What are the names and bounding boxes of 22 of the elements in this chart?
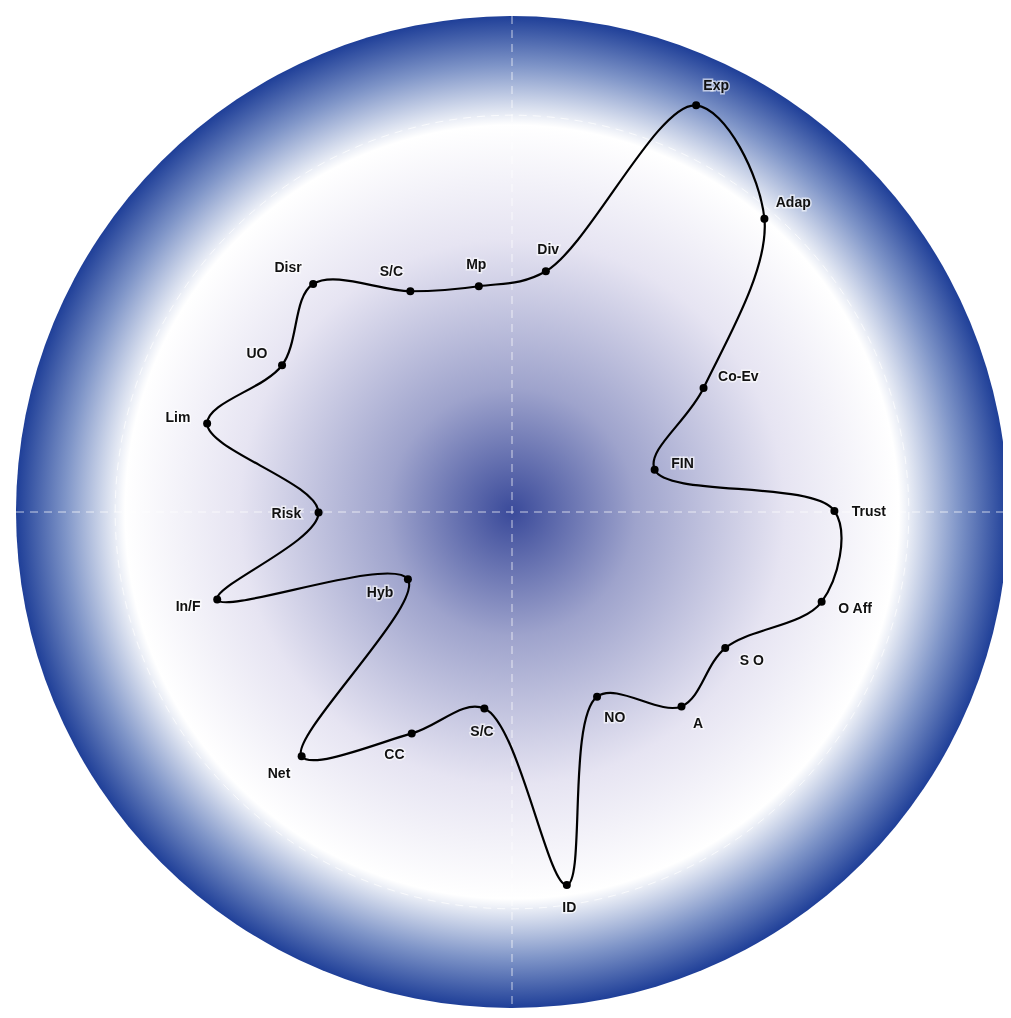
spoke-label: Mp xyxy=(466,256,487,273)
spoke-label: Exp xyxy=(703,76,729,93)
spoke-label: O Aff xyxy=(838,600,873,617)
spoke-label: NO xyxy=(604,709,626,726)
spoke-label: S O xyxy=(739,652,765,669)
spoke-label: CC xyxy=(384,745,405,762)
spoke-label: Risk xyxy=(271,504,302,521)
spoke-label: Disr xyxy=(274,259,303,276)
spoke-label: Co-Ev xyxy=(718,367,759,384)
spoke-label: UO xyxy=(246,345,268,362)
spoke-label: Adap xyxy=(775,193,811,210)
spoke-label: Trust xyxy=(851,502,887,519)
spoke-label: FIN xyxy=(671,455,694,472)
spoke-label: Hyb xyxy=(366,583,394,600)
spoke-label: A xyxy=(692,715,704,732)
spoke-label: Net xyxy=(267,765,291,782)
spoke-label: S/C xyxy=(379,262,404,279)
spoke-label: Lim xyxy=(165,409,191,426)
spoke-label: Div xyxy=(537,241,560,258)
spoke-label: In/F xyxy=(175,597,202,614)
spoke-label: S/C xyxy=(470,722,494,739)
spoke-label: ID xyxy=(562,899,577,916)
